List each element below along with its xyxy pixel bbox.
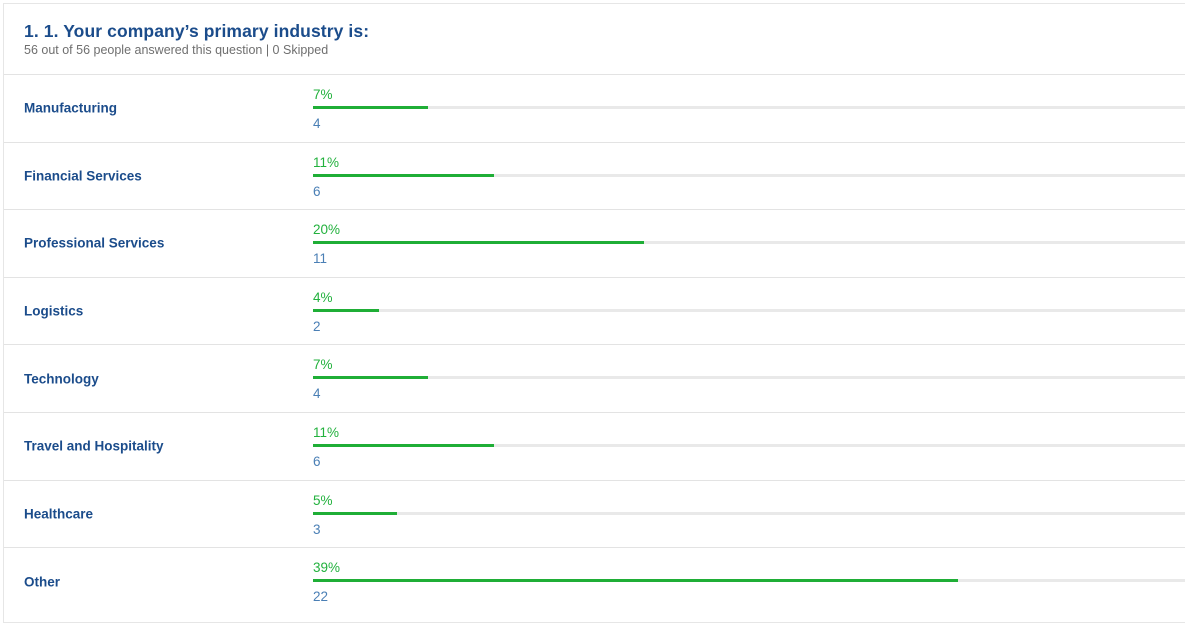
answer-label: Other bbox=[24, 574, 61, 590]
answer-percent: 7% bbox=[313, 87, 333, 102]
answer-bar-fill bbox=[313, 173, 495, 177]
answer-percent: 7% bbox=[313, 357, 333, 373]
answer-row-professional-services: Professional Services 20% 11 bbox=[4, 210, 1185, 278]
answer-label: Logistics bbox=[24, 303, 84, 319]
answer-row-technology: Technology 7% 4 bbox=[4, 345, 1185, 413]
answer-row-financial-services: Financial Services 11% 6 bbox=[4, 143, 1185, 211]
answer-label: Professional Services bbox=[24, 235, 165, 251]
answer-row-logistics: Logistics 4% 2 bbox=[4, 278, 1185, 346]
answer-bar-fill bbox=[313, 106, 429, 109]
answer-bar-track bbox=[313, 376, 1185, 380]
answer-row-travel-and-hospitality: Travel and Hospitality 11% 6 bbox=[4, 413, 1185, 481]
answer-bar-fill bbox=[313, 241, 645, 245]
answer-bar-track bbox=[313, 308, 1185, 312]
answer-label: Manufacturing bbox=[24, 100, 117, 116]
answer-percent: 11% bbox=[313, 154, 340, 170]
answer-row-manufacturing: Manufacturing 7% 4 bbox=[4, 75, 1185, 143]
answer-percent: 20% bbox=[313, 222, 341, 238]
answer-count: 22 bbox=[313, 589, 329, 605]
answer-bar-track bbox=[313, 579, 1185, 583]
answer-percent: 4% bbox=[313, 289, 333, 305]
answer-count: 4 bbox=[313, 116, 321, 131]
answer-bar-track bbox=[313, 511, 1185, 515]
answer-count: 3 bbox=[313, 521, 321, 537]
response-summary: 56 out of 56 people answered this questi… bbox=[24, 43, 329, 57]
answer-count: 11 bbox=[313, 251, 328, 267]
answer-count: 6 bbox=[313, 453, 321, 469]
question-header: 1. 1. Your company’s primary industry is… bbox=[4, 4, 1185, 75]
answer-label: Healthcare bbox=[24, 506, 94, 522]
answer-bar-fill bbox=[313, 511, 397, 515]
answer-count: 4 bbox=[313, 386, 321, 402]
answer-percent: 39% bbox=[313, 560, 341, 576]
question-title: 1. 1. Your company’s primary industry is… bbox=[24, 21, 370, 41]
answer-bar-fill bbox=[313, 579, 958, 583]
answer-label: Technology bbox=[24, 371, 99, 387]
answer-count: 2 bbox=[313, 318, 321, 334]
answer-bar-track bbox=[313, 106, 1185, 109]
answer-bar-fill bbox=[313, 308, 379, 312]
answer-bar-fill bbox=[313, 376, 429, 380]
answer-percent: 5% bbox=[313, 492, 333, 508]
answer-bar-track bbox=[313, 241, 1185, 245]
answer-count: 6 bbox=[313, 183, 321, 199]
question-results-panel: 1. 1. Your company’s primary industry is… bbox=[3, 3, 1185, 623]
answer-bar-track bbox=[313, 173, 1185, 177]
answer-label: Travel and Hospitality bbox=[24, 438, 164, 454]
answer-row-healthcare: Healthcare 5% 3 bbox=[4, 481, 1185, 549]
answer-percent: 11% bbox=[313, 424, 340, 440]
answer-bar-fill bbox=[313, 443, 495, 447]
answer-list: Manufacturing 7% 4 Financial Services 11… bbox=[4, 75, 1185, 616]
answer-row-other: Other 39% 22 bbox=[4, 548, 1185, 616]
answer-label: Financial Services bbox=[24, 168, 142, 184]
answer-bar-track bbox=[313, 443, 1185, 447]
